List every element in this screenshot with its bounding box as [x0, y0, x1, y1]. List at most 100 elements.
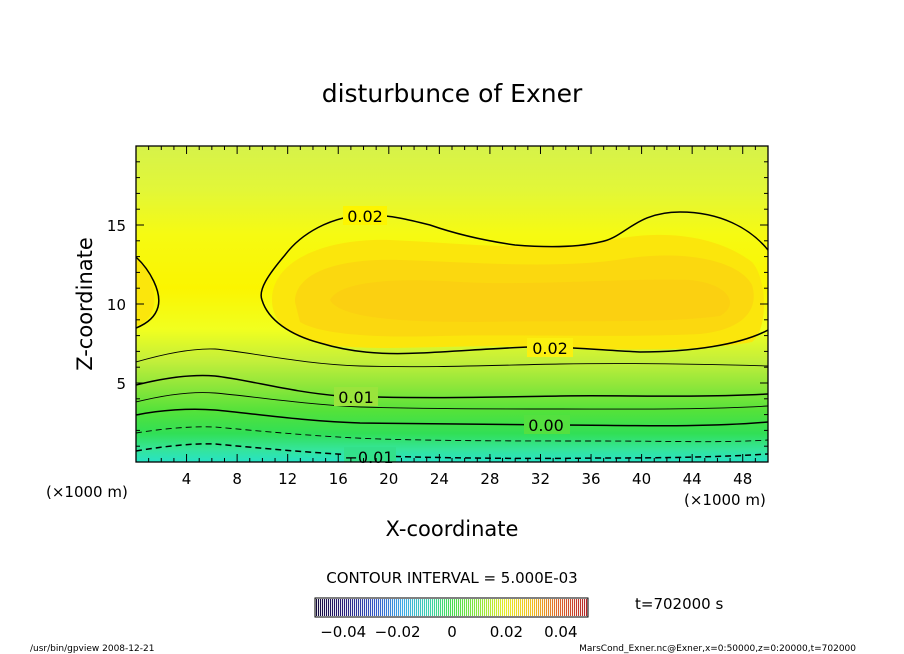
colorbar-stripe — [382, 599, 384, 616]
colorbar-tick-label: −0.02 — [375, 623, 421, 641]
x-unit-label: (×1000 m) — [684, 491, 766, 509]
colorbar-stripe — [456, 599, 458, 616]
colorbar-stripe — [486, 599, 488, 616]
y-axis: 5 10 15 — [107, 161, 768, 447]
contour-0.00 — [136, 408, 768, 427]
colorbar-stripe — [480, 599, 482, 616]
colorbar-stripe — [452, 599, 454, 616]
colorbar-stripe — [482, 599, 484, 616]
contour-minus-0.005 — [136, 426, 768, 443]
colorbar-stripe — [410, 599, 412, 616]
colorbar-stripe — [428, 599, 430, 616]
colorbar-stripe — [540, 599, 542, 616]
colorbar-tick-label: −0.04 — [320, 623, 366, 641]
colorbar-stripe — [322, 599, 324, 616]
colorbar-stripe — [426, 599, 428, 616]
colorbar-stripe — [332, 599, 334, 616]
colorbar-stripe — [440, 599, 442, 616]
colorbar-stripe — [392, 599, 394, 616]
colorbar-stripe — [406, 599, 408, 616]
colorbar-stripe — [342, 599, 344, 616]
colorbar-stripe — [572, 599, 574, 616]
colorbar-stripe — [418, 599, 420, 616]
colorbar-stripe — [340, 599, 342, 616]
colorbar-stripe — [534, 599, 536, 616]
colorbar-stripe — [378, 599, 380, 616]
colorbar-stripe — [412, 599, 414, 616]
colorbar-stripe — [498, 599, 500, 616]
x-tick-label: 4 — [182, 470, 192, 488]
colorbar-stripe — [520, 599, 522, 616]
colorbar-stripe — [326, 599, 328, 616]
colorbar-stripe — [462, 599, 464, 616]
colorbar-stripe — [524, 599, 526, 616]
x-tick-label: 16 — [329, 470, 348, 488]
colorbar-stripe — [388, 599, 390, 616]
colorbar-stripe — [334, 599, 336, 616]
colorbar-stripe — [394, 599, 396, 616]
colorbar-stripe — [422, 599, 424, 616]
colorbar-stripe — [542, 599, 544, 616]
x-tick-label: 36 — [581, 470, 600, 488]
contour-0.01 — [136, 374, 768, 399]
x-tick-label: 32 — [531, 470, 550, 488]
colorbar-stripe — [446, 599, 448, 616]
colorbar-stripe — [350, 599, 352, 616]
colorbar-stripe — [560, 599, 562, 616]
colorbar-stripe — [466, 599, 468, 616]
colorbar-stripe — [494, 599, 496, 616]
colorbar-tick-label: 0.04 — [544, 623, 577, 641]
contour-interval-text: CONTOUR INTERVAL = 5.000E-03 — [326, 569, 577, 587]
colorbar-stripe — [454, 599, 456, 616]
colorbar-stripe — [432, 599, 434, 616]
colorbar-stripe — [574, 599, 576, 616]
contour-label: 0.01 — [338, 388, 374, 407]
colorbar-tick-label: 0.02 — [490, 623, 523, 641]
colorbar-stripe — [420, 599, 422, 616]
colorbar-stripe — [372, 599, 374, 616]
colorbar-stripe — [448, 599, 450, 616]
colorbar-stripe — [338, 599, 340, 616]
colorbar-stripe — [444, 599, 446, 616]
y-tick-label: 10 — [107, 296, 126, 314]
colorbar-stripe — [374, 599, 376, 616]
colorbar-stripe — [408, 599, 410, 616]
colorbar-stripe — [474, 599, 476, 616]
colorbar-stripe — [504, 599, 506, 616]
colorbar-stripe — [512, 599, 514, 616]
colorbar-stripe — [530, 599, 532, 616]
colorbar-stripe — [522, 599, 524, 616]
x-axis-label: X-coordinate — [386, 517, 519, 541]
colorbar-stripe — [536, 599, 538, 616]
colorbar-stripe — [368, 599, 370, 616]
colorbar-stripe — [354, 599, 356, 616]
colorbar-stripe — [484, 599, 486, 616]
x-tick-label: 20 — [379, 470, 398, 488]
colorbar-stripe — [580, 599, 582, 616]
colorbar-stripe — [390, 599, 392, 616]
footer-right: MarsCond_Exner.nc@Exner,x=0:50000,z=0:20… — [579, 644, 856, 654]
colorbar-stripe — [564, 599, 566, 616]
x-tick-label: 12 — [278, 470, 297, 488]
x-tick-label: 28 — [480, 470, 499, 488]
contour-label: −0.01 — [344, 448, 393, 467]
colorbar-stripe — [470, 599, 472, 616]
contour-label: 0.00 — [528, 416, 564, 435]
colorbar-stripe — [460, 599, 462, 616]
colorbar-stripe — [356, 599, 358, 616]
colorbar-stripe — [352, 599, 354, 616]
colorbar-tick-label: 0 — [447, 623, 457, 641]
chart-title: disturbunce of Exner — [322, 79, 583, 108]
colorbar-stripe — [500, 599, 502, 616]
colorbar-stripe — [566, 599, 568, 616]
colorbar-stripe — [526, 599, 528, 616]
colorbar — [316, 599, 588, 616]
colorbar-stripe — [386, 599, 388, 616]
colorbar-stripe — [544, 599, 546, 616]
colorbar-stripe — [554, 599, 556, 616]
colorbar-stripe — [514, 599, 516, 616]
colorbar-stripe — [568, 599, 570, 616]
colorbar-stripe — [318, 599, 320, 616]
colorbar-frame — [314, 597, 589, 618]
contour-0.015 — [136, 348, 768, 368]
